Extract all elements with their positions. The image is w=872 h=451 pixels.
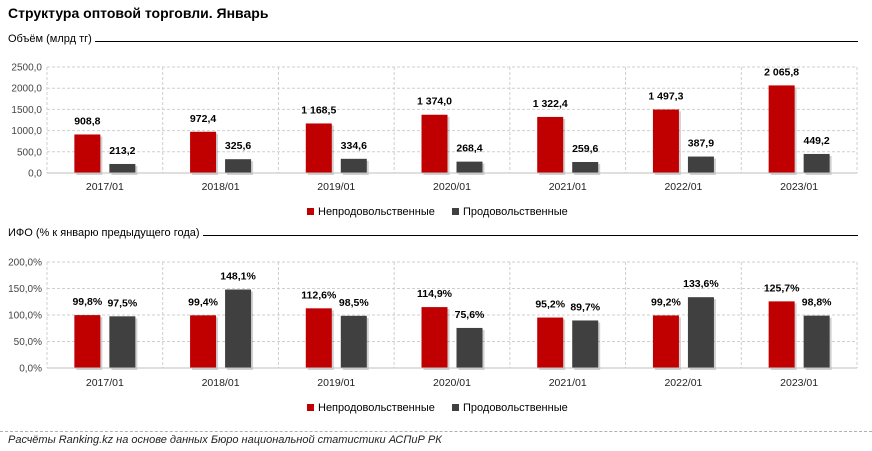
bar-nonfood xyxy=(652,315,679,368)
bar-food xyxy=(225,289,252,368)
bar-food xyxy=(456,327,483,368)
index-bar-chart: 0,0% 50,0% 100,0% 150,0% 200,0% 99,8% 97,5% 201… xyxy=(8,258,858,414)
footer-divider xyxy=(0,431,872,432)
data-label: 449,2 xyxy=(804,135,830,147)
data-label: 112,6% xyxy=(301,289,337,301)
data-label: 325,6 xyxy=(225,140,251,152)
volume-bar-chart: 0,0 500,0 1000,0 1500,0 2000,0 2500,0 908,8 213… xyxy=(11,63,858,218)
bar-nonfood xyxy=(190,131,217,173)
data-label: 1 322,4 xyxy=(533,98,568,110)
data-label: 1 168,5 xyxy=(301,104,336,116)
bar-food xyxy=(109,163,136,173)
bar-nonfood xyxy=(305,123,332,173)
y-tick-label: 0,0% xyxy=(19,364,42,375)
section-divider-index xyxy=(8,235,858,236)
x-tick-label: 2020/01 xyxy=(433,181,471,193)
bar-nonfood xyxy=(537,116,564,173)
y-tick-label: 150,0% xyxy=(8,284,42,295)
bar-nonfood xyxy=(537,317,564,368)
y-tick-label: 200,0% xyxy=(8,258,42,269)
bar-food xyxy=(803,153,830,173)
bar-nonfood xyxy=(305,308,332,368)
data-label: 95,2% xyxy=(535,299,565,311)
legend-label-food: Продовольственные xyxy=(463,206,568,218)
x-tick-label: 2020/01 xyxy=(433,377,471,389)
data-label: 1 374,0 xyxy=(417,96,452,108)
bar-nonfood xyxy=(768,85,795,173)
bar-food xyxy=(687,156,714,173)
y-tick-label: 500,0 xyxy=(17,147,42,158)
data-label: 98,8% xyxy=(802,297,832,309)
x-tick-label: 2023/01 xyxy=(780,377,818,389)
data-label: 75,6% xyxy=(455,309,485,321)
x-tick-label: 2021/01 xyxy=(549,377,587,389)
x-tick-label: 2017/01 xyxy=(86,377,124,389)
data-label: 334,6 xyxy=(341,140,367,152)
legend-label-nonfood: Непродовольственные xyxy=(318,206,435,218)
bar-nonfood xyxy=(421,114,448,173)
y-tick-label: 1000,0 xyxy=(11,126,42,137)
bar-food xyxy=(109,316,136,368)
y-tick-label: 1500,0 xyxy=(11,105,42,116)
y-tick-label: 0,0 xyxy=(28,169,42,180)
x-tick-label: 2019/01 xyxy=(317,181,355,193)
data-label: 259,6 xyxy=(572,143,598,155)
section-divider-volume xyxy=(8,41,858,42)
legend-swatch-nonfood xyxy=(307,208,314,215)
source-note: Расчёты Ranking.kz на основе данных Бюро… xyxy=(8,434,442,446)
data-label: 213,2 xyxy=(109,145,135,157)
x-tick-label: 2023/01 xyxy=(780,181,818,193)
data-label: 125,7% xyxy=(764,282,800,294)
legend-label-food: Продовольственные xyxy=(463,402,568,414)
legend-swatch-nonfood xyxy=(307,404,314,411)
bar-food xyxy=(225,159,252,173)
data-label: 99,8% xyxy=(72,296,102,308)
x-tick-label: 2022/01 xyxy=(664,377,702,389)
bar-food xyxy=(456,161,483,173)
data-label: 972,4 xyxy=(190,113,216,125)
x-tick-label: 2019/01 xyxy=(317,377,355,389)
data-label: 387,9 xyxy=(688,138,714,150)
bar-food xyxy=(687,297,714,368)
bar-nonfood xyxy=(768,301,795,368)
bar-food xyxy=(803,315,830,368)
x-tick-label: 2021/01 xyxy=(549,181,587,193)
data-label: 114,9% xyxy=(417,288,453,300)
data-label: 99,2% xyxy=(651,296,681,308)
x-tick-label: 2018/01 xyxy=(202,377,240,389)
x-tick-label: 2018/01 xyxy=(202,181,240,193)
data-label: 148,1% xyxy=(220,271,256,283)
bar-food xyxy=(340,158,367,173)
data-label: 98,5% xyxy=(339,297,369,309)
data-label: 89,7% xyxy=(570,301,600,313)
section-label-index: ИФО (% к январю предыдущего года) xyxy=(8,227,203,239)
data-label: 2 065,8 xyxy=(764,66,799,78)
bar-food xyxy=(572,161,599,173)
data-label: 268,4 xyxy=(456,143,482,155)
data-label: 1 497,3 xyxy=(648,91,683,103)
y-tick-label: 50,0% xyxy=(14,337,42,348)
bar-nonfood xyxy=(190,315,217,368)
data-label: 97,5% xyxy=(107,297,137,309)
data-label: 133,6% xyxy=(683,278,719,290)
section-label-volume: Объём (млрд тг) xyxy=(8,33,95,45)
y-tick-label: 2500,0 xyxy=(11,63,42,74)
data-label: 908,8 xyxy=(74,115,100,127)
bar-nonfood xyxy=(74,134,101,173)
x-tick-label: 2017/01 xyxy=(86,181,124,193)
bar-nonfood xyxy=(652,109,679,173)
data-label: 99,4% xyxy=(188,296,218,308)
bar-food xyxy=(572,320,599,368)
y-tick-label: 100,0% xyxy=(8,311,42,322)
page-title: Структура оптовой торговли. Январь xyxy=(8,5,269,21)
x-tick-label: 2022/01 xyxy=(664,181,702,193)
legend-swatch-food xyxy=(452,208,459,215)
legend-label-nonfood: Непродовольственные xyxy=(318,402,435,414)
bar-nonfood xyxy=(74,315,101,368)
y-tick-label: 2000,0 xyxy=(11,84,42,95)
bar-food xyxy=(340,315,367,368)
legend-swatch-food xyxy=(452,404,459,411)
bar-nonfood xyxy=(421,307,448,368)
